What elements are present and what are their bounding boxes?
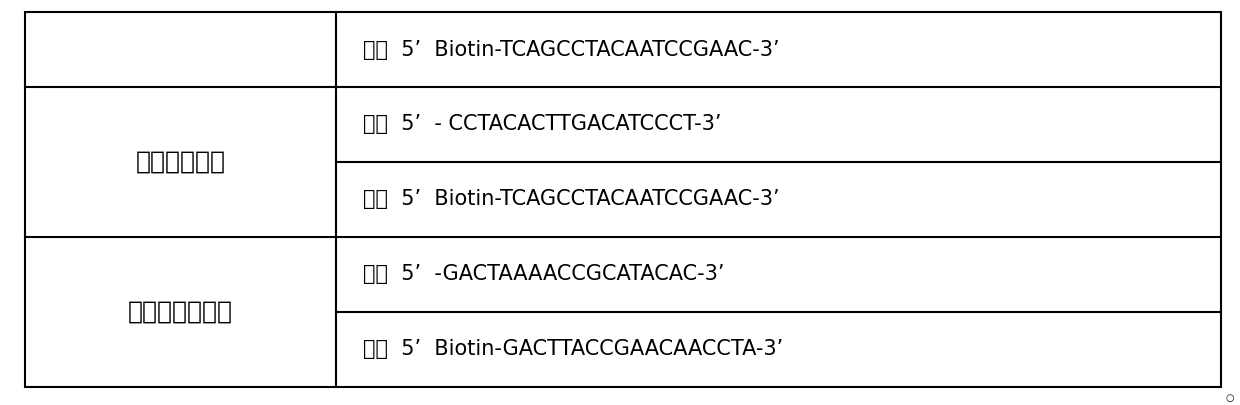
Text: 下游  5’  Biotin-TCAGCCTACAATCCGAAC-3’: 下游 5’ Biotin-TCAGCCTACAATCCGAAC-3’ (363, 190, 780, 209)
Text: 上游  5’  - CCTACACTTGACATCCCT-3’: 上游 5’ - CCTACACTTGACATCCCT-3’ (363, 115, 722, 134)
Text: 下游  5’  Biotin-GACTTACCGAACAACCTA-3’: 下游 5’ Biotin-GACTTACCGAACAACCTA-3’ (363, 339, 784, 359)
Text: 牙龈叶啊单胞菌: 牙龈叶啊单胞菌 (128, 300, 233, 324)
Text: 上游  5’  -GACTAAAACCGCATACAC-3’: 上游 5’ -GACTAAAACCGCATACAC-3’ (363, 264, 724, 284)
Text: 产气荚膜梭菌: 产气荚膜梭菌 (135, 150, 226, 174)
Text: ○: ○ (1225, 393, 1234, 403)
Text: 下游  5’  Biotin-TCAGCCTACAATCCGAAC-3’: 下游 5’ Biotin-TCAGCCTACAATCCGAAC-3’ (363, 40, 780, 60)
